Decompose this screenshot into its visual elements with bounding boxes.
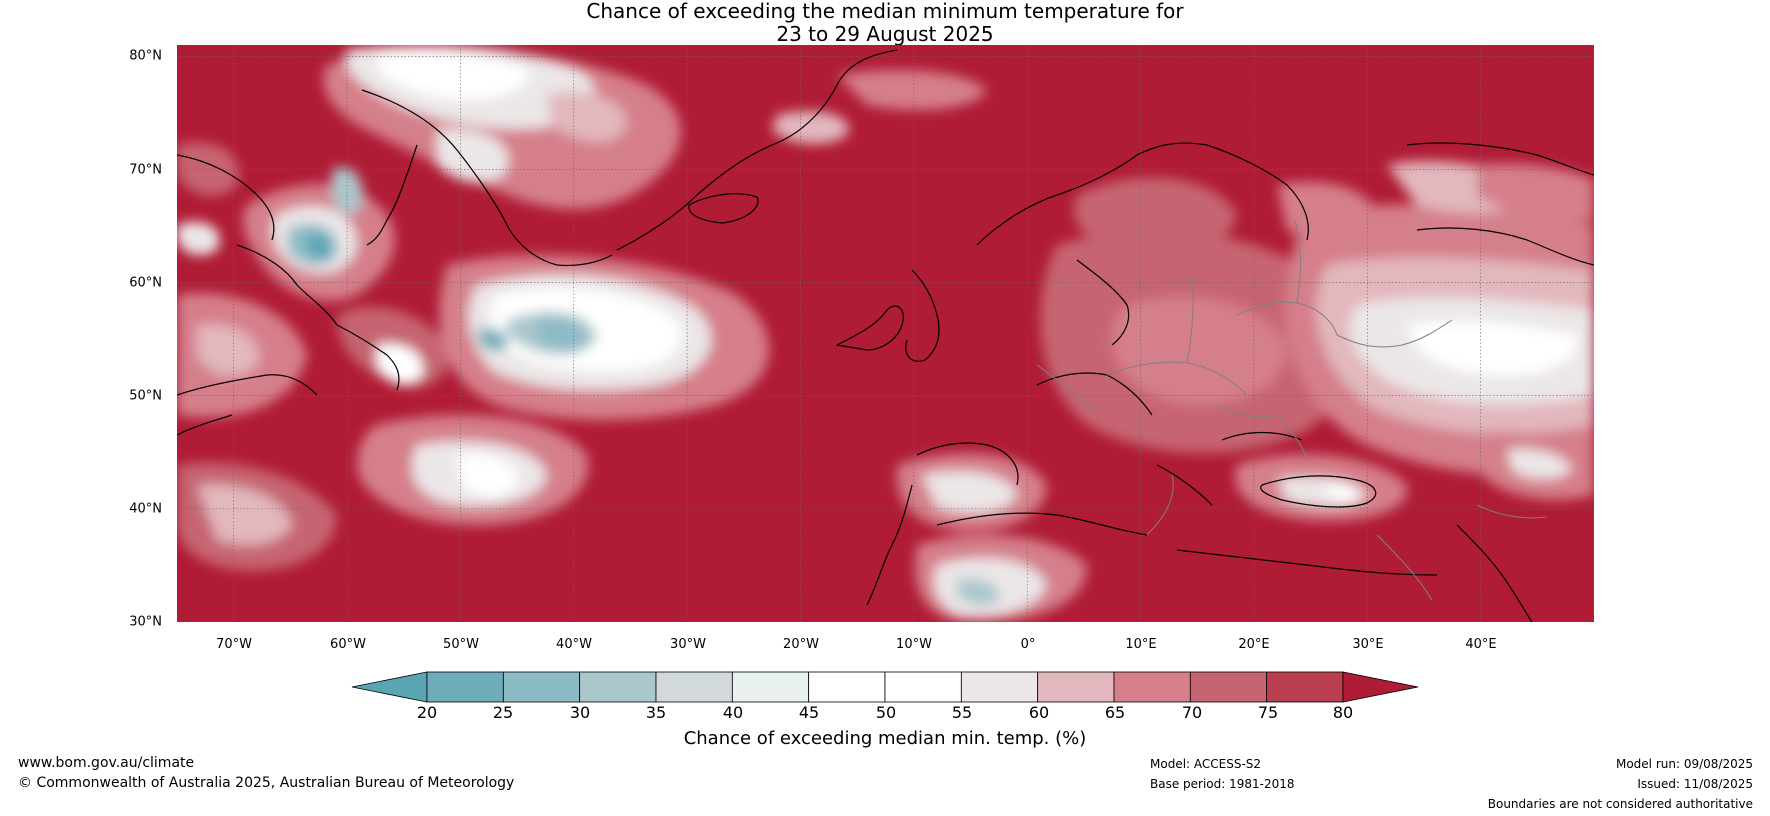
lon-label-20w: 20°W <box>783 637 819 652</box>
colorbar-tick-25: 25 <box>492 703 514 722</box>
lon-label-20e: 20°E <box>1238 637 1270 652</box>
lon-label-70w: 70°W <box>216 637 252 652</box>
base-period-text: Base period: 1981-2018 <box>1150 777 1295 791</box>
colorbar-segment <box>808 671 886 703</box>
colorbar-extend-high <box>1342 671 1419 703</box>
colorbar-tick-55: 55 <box>951 703 973 722</box>
colorbar-tick-40: 40 <box>722 703 744 722</box>
probability-map <box>177 45 1594 622</box>
copyright-text: © Commonwealth of Australia 2025, Austra… <box>18 775 515 791</box>
lat-label-30n: 30°N <box>129 614 162 630</box>
colorbar-segment <box>579 671 657 703</box>
colorbar-segment <box>1266 671 1344 703</box>
colorbar-segment <box>884 671 962 703</box>
model-text: Model: ACCESS-S2 <box>1150 757 1262 771</box>
colorbar-tick-35: 35 <box>645 703 667 722</box>
lon-label-10e: 10°E <box>1125 637 1157 652</box>
lon-label-30w: 30°W <box>670 637 706 652</box>
colorbar-segment <box>426 671 504 703</box>
colorbar-tick-50: 50 <box>875 703 897 722</box>
lat-label-70n: 70°N <box>129 162 162 178</box>
lat-label-80n: 80°N <box>129 48 162 64</box>
colorbar-tick-30: 30 <box>569 703 591 722</box>
colorbar-segment <box>502 671 581 703</box>
lon-label-40e: 40°E <box>1465 637 1497 652</box>
colorbar-segment <box>1189 671 1268 703</box>
lat-label-50n: 50°N <box>129 388 162 404</box>
colorbar-segment <box>1113 671 1191 703</box>
colorbar-tick-20: 20 <box>416 703 438 722</box>
title-line-2: 23 to 29 August 2025 <box>776 22 994 46</box>
map-canvas <box>177 45 1594 622</box>
lon-label-40w: 40°W <box>556 637 592 652</box>
colorbar-tick-60: 60 <box>1028 703 1050 722</box>
probability-field <box>177 45 1594 622</box>
lon-label-10w: 10°W <box>896 637 932 652</box>
colorbar-tick-45: 45 <box>798 703 820 722</box>
colorbar-label: Chance of exceeding median min. temp. (%… <box>683 728 1087 749</box>
colorbar-extend-low <box>351 671 428 703</box>
lat-label-40n: 40°N <box>129 501 162 517</box>
lon-label-0: 0° <box>1020 637 1036 652</box>
colorbar-tick-80: 80 <box>1332 703 1354 722</box>
colorbar-segment <box>960 671 1039 703</box>
colorbar-segment <box>655 671 733 703</box>
colorbar-segment <box>1037 671 1115 703</box>
country-borders <box>1036 219 1548 601</box>
website-link[interactable]: www.bom.gov.au/climate <box>18 755 195 771</box>
colorbar-segment <box>731 671 810 703</box>
title-line-1: Chance of exceeding the median minimum t… <box>586 0 1184 23</box>
map-title: Chance of exceeding the median minimum t… <box>0 0 1770 46</box>
lat-label-60n: 60°N <box>129 275 162 291</box>
lon-label-60w: 60°W <box>330 637 366 652</box>
model-run-text: Model run: 09/08/2025 <box>1615 757 1753 771</box>
colorbar <box>351 671 1419 703</box>
colorbar-tick-75: 75 <box>1257 703 1279 722</box>
issued-text: Issued: 11/08/2025 <box>1637 777 1753 791</box>
lon-label-50w: 50°W <box>443 637 479 652</box>
coastlines <box>177 49 1594 622</box>
disclaimer-text: Boundaries are not considered authoritat… <box>1487 797 1753 811</box>
lon-label-30e: 30°E <box>1352 637 1384 652</box>
colorbar-tick-70: 70 <box>1181 703 1203 722</box>
map-gridlines <box>177 45 1594 622</box>
colorbar-tick-65: 65 <box>1104 703 1126 722</box>
